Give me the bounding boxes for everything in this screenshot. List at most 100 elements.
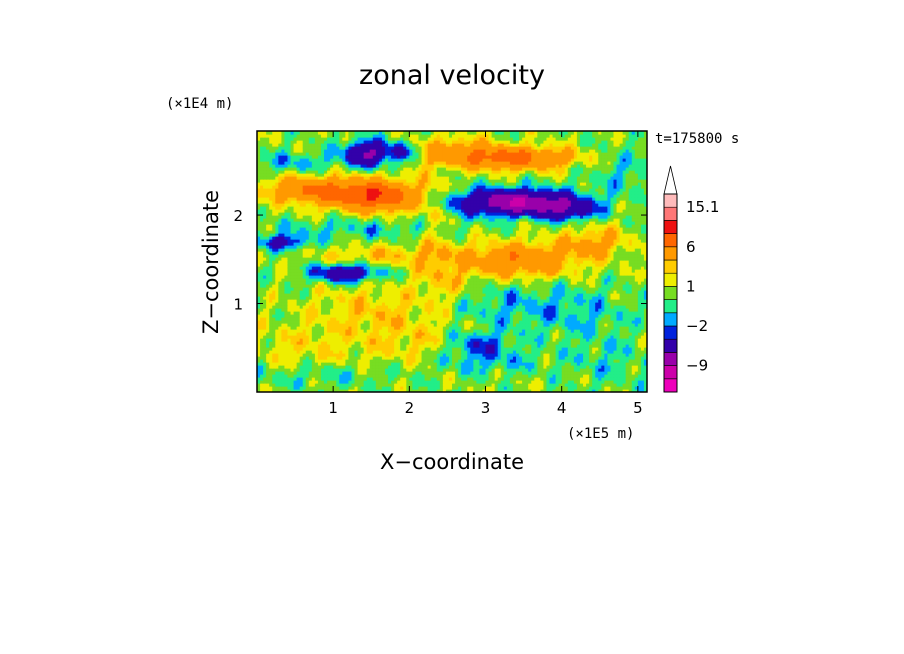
heatmap-cell — [302, 350, 307, 354]
heatmap-cell — [604, 323, 608, 327]
heatmap-cell — [634, 371, 639, 375]
heatmap-cell — [260, 371, 264, 375]
heatmap-cell — [506, 350, 511, 354]
heatmap-cell — [372, 335, 377, 339]
heatmap-cell — [634, 377, 639, 381]
heatmap-cell — [311, 311, 316, 315]
heatmap-cell — [363, 338, 368, 342]
heatmap-cell — [634, 314, 639, 318]
heatmap-cell — [330, 320, 334, 324]
heatmap-cell — [628, 380, 633, 384]
heatmap-cell — [433, 332, 438, 336]
heatmap-cell — [628, 305, 633, 309]
heatmap-cell — [534, 347, 538, 351]
heatmap-cell — [415, 371, 420, 375]
heatmap-cell — [589, 374, 593, 378]
heatmap-cell — [363, 302, 368, 306]
heatmap-cell — [464, 296, 468, 300]
heatmap-cell — [278, 305, 282, 309]
heatmap-cell — [439, 302, 444, 306]
heatmap-cell — [375, 380, 380, 384]
heatmap-cell — [296, 287, 301, 291]
heatmap-cell — [442, 338, 447, 342]
heatmap-cell — [281, 284, 286, 288]
heatmap-cell — [348, 284, 353, 288]
heatmap-cell — [470, 308, 474, 312]
heatmap-cell — [257, 293, 261, 297]
heatmap-cell — [260, 380, 264, 384]
heatmap-cell — [272, 344, 276, 348]
heatmap-cell — [515, 296, 520, 300]
heatmap-cell — [589, 365, 593, 369]
heatmap-cell — [552, 326, 557, 330]
heatmap-cell — [461, 362, 465, 366]
heatmap-cell — [470, 302, 474, 306]
heatmap-cell — [308, 353, 313, 357]
heatmap-cell — [302, 311, 307, 315]
heatmap-cell — [278, 353, 282, 357]
heatmap-cell — [512, 323, 517, 327]
heatmap-cell — [464, 347, 468, 351]
heatmap-cell — [558, 359, 563, 363]
heatmap-cell — [546, 383, 551, 387]
heatmap-cell — [351, 332, 356, 336]
heatmap-cell — [528, 365, 532, 369]
heatmap-cell — [257, 275, 261, 279]
heatmap-cell — [522, 326, 526, 330]
heatmap-cell — [314, 308, 319, 312]
heatmap-cell — [531, 359, 535, 363]
heatmap-cell — [552, 350, 557, 354]
heatmap-cell — [348, 347, 353, 351]
heatmap-cell — [278, 350, 282, 354]
heatmap-cell — [546, 371, 551, 375]
heatmap-cell — [406, 386, 410, 390]
heatmap-cell — [546, 281, 551, 285]
heatmap-cell — [342, 338, 346, 342]
heatmap-cell — [473, 299, 477, 303]
heatmap-cell — [564, 347, 569, 351]
heatmap-cell — [622, 305, 627, 309]
heatmap-cell — [552, 323, 557, 327]
heatmap-cell — [348, 323, 353, 327]
heatmap-cell — [625, 317, 630, 321]
heatmap-cell — [509, 356, 514, 360]
heatmap-cell — [357, 290, 362, 294]
heatmap-cell — [348, 332, 353, 336]
heatmap-cell — [415, 287, 420, 291]
heatmap-cell — [281, 299, 286, 303]
heatmap-cell — [351, 350, 356, 354]
heatmap-cell — [549, 317, 554, 321]
heatmap-cell — [369, 296, 374, 300]
heatmap-cell — [375, 317, 380, 321]
heatmap-cell — [287, 344, 292, 348]
heatmap-cell — [482, 383, 487, 387]
heatmap-cell — [589, 281, 593, 285]
heatmap-cell — [448, 326, 453, 330]
heatmap-cell — [366, 305, 371, 309]
heatmap-cell — [421, 389, 426, 392]
heatmap-cell — [497, 386, 502, 390]
heatmap-cell — [473, 386, 477, 390]
heatmap-cell — [278, 290, 282, 294]
heatmap-cell — [525, 368, 529, 372]
heatmap-cell — [397, 314, 401, 318]
heatmap-cell — [378, 344, 383, 348]
heatmap-cell — [598, 314, 602, 318]
heatmap-cell — [394, 383, 398, 387]
heatmap-cell — [308, 335, 313, 339]
heatmap-cell — [278, 332, 282, 336]
heatmap-cell — [290, 296, 295, 300]
heatmap-cell — [360, 389, 365, 392]
heatmap-cell — [543, 311, 548, 315]
heatmap-cell — [607, 293, 612, 297]
heatmap-cell — [260, 299, 264, 303]
heatmap-cell — [455, 353, 459, 357]
heatmap-cell — [515, 314, 520, 318]
heatmap-cell — [519, 323, 523, 327]
heatmap-cell — [458, 302, 462, 306]
heatmap-cell — [640, 353, 645, 357]
heatmap-cell — [290, 374, 295, 378]
heatmap-cell — [354, 365, 359, 369]
heatmap-cell — [604, 317, 608, 321]
heatmap-cell — [622, 377, 627, 381]
